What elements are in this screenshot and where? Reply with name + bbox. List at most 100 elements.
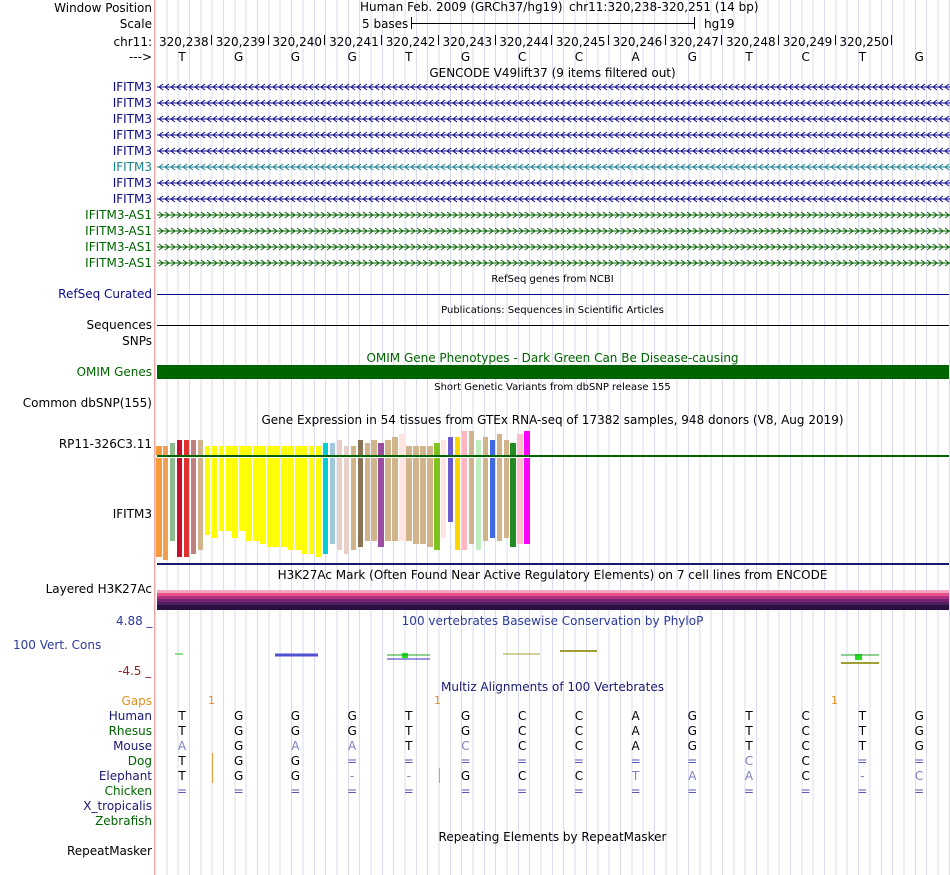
gene-track-line[interactable] — [155, 193, 950, 205]
gtex-bar[interactable] — [211, 458, 218, 538]
gtex-bar[interactable] — [454, 458, 461, 550]
gtex-bar[interactable] — [329, 458, 336, 544]
gtex-bar[interactable] — [406, 458, 412, 541]
gtex-bar[interactable] — [183, 440, 190, 455]
gtex-bar[interactable] — [329, 443, 336, 455]
gene-label[interactable]: IFITM3 — [112, 112, 152, 126]
gtex-bar[interactable] — [295, 446, 301, 455]
gene-label[interactable]: IFITM3 — [112, 192, 152, 206]
gene-label[interactable]: IFITM3-AS1 — [85, 208, 152, 222]
gtex-bar[interactable] — [156, 446, 162, 455]
gtex-gene-label-ifitm3[interactable]: IFITM3 — [112, 507, 152, 521]
gtex-bar[interactable] — [315, 458, 322, 557]
species-label[interactable]: Mouse — [113, 739, 152, 753]
gtex-bar[interactable] — [447, 437, 454, 455]
gtex-bar[interactable] — [413, 446, 419, 455]
gtex-bar[interactable] — [461, 431, 468, 455]
gtex-bar[interactable] — [260, 446, 266, 455]
gtex-bar[interactable] — [482, 458, 489, 541]
gtex-bar[interactable] — [503, 440, 509, 455]
gtex-bar[interactable] — [301, 446, 308, 455]
gtex-bar[interactable] — [399, 434, 405, 455]
gtex-bar[interactable] — [357, 440, 364, 455]
gene-track-line[interactable] — [155, 81, 950, 93]
gtex-bar[interactable] — [169, 458, 176, 541]
gene-track-line[interactable] — [155, 177, 950, 189]
dbsnp-label[interactable]: Common dbSNP(155) — [22, 396, 152, 410]
gtex-bar[interactable] — [357, 458, 364, 547]
gtex-bar[interactable] — [225, 446, 231, 455]
h3k27ac-label[interactable]: Layered H3K27Ac — [45, 582, 152, 596]
gtex-bar[interactable] — [225, 458, 231, 531]
dna-base[interactable]: C — [801, 50, 810, 64]
gtex-bar[interactable] — [454, 437, 461, 455]
gtex-bar[interactable] — [371, 440, 377, 455]
gtex-bar[interactable] — [475, 440, 482, 455]
dna-base[interactable]: T — [405, 50, 413, 64]
gtex-bar[interactable] — [364, 458, 370, 541]
gtex-bar[interactable] — [406, 446, 412, 455]
gtex-bar[interactable] — [468, 431, 475, 455]
gene-track-line[interactable] — [155, 241, 950, 253]
gtex-bar[interactable] — [517, 458, 523, 544]
snps-label[interactable]: SNPs — [122, 334, 152, 348]
gtex-bar[interactable] — [392, 437, 398, 455]
gtex-bar[interactable] — [364, 443, 370, 455]
dna-base[interactable]: G — [234, 50, 244, 64]
species-label[interactable]: Human — [108, 709, 152, 723]
species-label[interactable]: X_tropicalis — [83, 799, 152, 813]
gtex-bar[interactable] — [343, 446, 350, 455]
gtex-bar[interactable] — [503, 458, 509, 538]
gtex-bar[interactable] — [461, 458, 468, 550]
species-label[interactable]: Rhesus — [108, 724, 152, 738]
gtex-bar[interactable] — [253, 458, 259, 541]
gtex-bar[interactable] — [434, 443, 440, 455]
gene-label[interactable]: IFITM3 — [112, 96, 152, 110]
gene-track-line[interactable] — [155, 129, 950, 141]
dna-base[interactable]: G — [914, 50, 924, 64]
gtex-bar[interactable] — [183, 458, 190, 557]
gtex-bar[interactable] — [260, 458, 266, 544]
gene-label[interactable]: IFITM3 — [112, 144, 152, 158]
pubs-line[interactable] — [157, 325, 949, 326]
gtex-bar[interactable] — [211, 446, 218, 455]
gtex-bar[interactable] — [496, 458, 503, 541]
gtex-bar[interactable] — [156, 458, 162, 557]
gene-track-line[interactable] — [155, 161, 950, 173]
gtex-bar[interactable] — [517, 434, 523, 455]
gtex-bar[interactable] — [378, 443, 384, 455]
gene-label[interactable]: IFITM3-AS1 — [85, 256, 152, 270]
gene-label[interactable]: IFITM3 — [112, 128, 152, 142]
gene-label[interactable]: IFITM3-AS1 — [85, 224, 152, 238]
gtex-bar[interactable] — [475, 458, 482, 550]
gtex-bar[interactable] — [308, 446, 315, 455]
gene-track-line[interactable] — [155, 113, 950, 125]
omim-bar[interactable] — [157, 365, 949, 379]
gene-label[interactable]: IFITM3 — [112, 80, 152, 94]
gene-track-line[interactable] — [155, 209, 950, 221]
gtex-bar[interactable] — [162, 446, 169, 455]
gtex-bar[interactable] — [253, 446, 259, 455]
gtex-bar[interactable] — [204, 458, 211, 535]
gtex-bar[interactable] — [197, 458, 204, 550]
gtex-bar[interactable] — [434, 458, 440, 550]
gtex-bar[interactable] — [190, 440, 197, 455]
gtex-bar[interactable] — [336, 440, 343, 455]
gtex-bar[interactable] — [281, 458, 287, 547]
dna-base[interactable]: T — [858, 50, 867, 64]
position-text[interactable]: chr11:320,238-320,251 (14 bp) — [569, 0, 759, 14]
gtex-bar[interactable] — [281, 446, 287, 455]
omim-label[interactable]: OMIM Genes — [76, 365, 152, 379]
gtex-bar[interactable] — [246, 446, 252, 455]
gene-track-line[interactable] — [155, 225, 950, 237]
phylop-plot[interactable] — [155, 640, 950, 670]
gtex-bar[interactable] — [420, 458, 426, 544]
gene-track-line[interactable] — [155, 257, 950, 269]
dna-base[interactable]: C — [517, 50, 527, 64]
gene-label[interactable]: IFITM3 — [112, 176, 152, 190]
gtex-bar[interactable] — [440, 440, 447, 455]
gtex-bar[interactable] — [427, 446, 433, 455]
gtex-bar[interactable] — [295, 458, 301, 550]
species-label[interactable]: Zebrafish — [95, 814, 152, 828]
gtex-bar[interactable] — [218, 458, 225, 531]
